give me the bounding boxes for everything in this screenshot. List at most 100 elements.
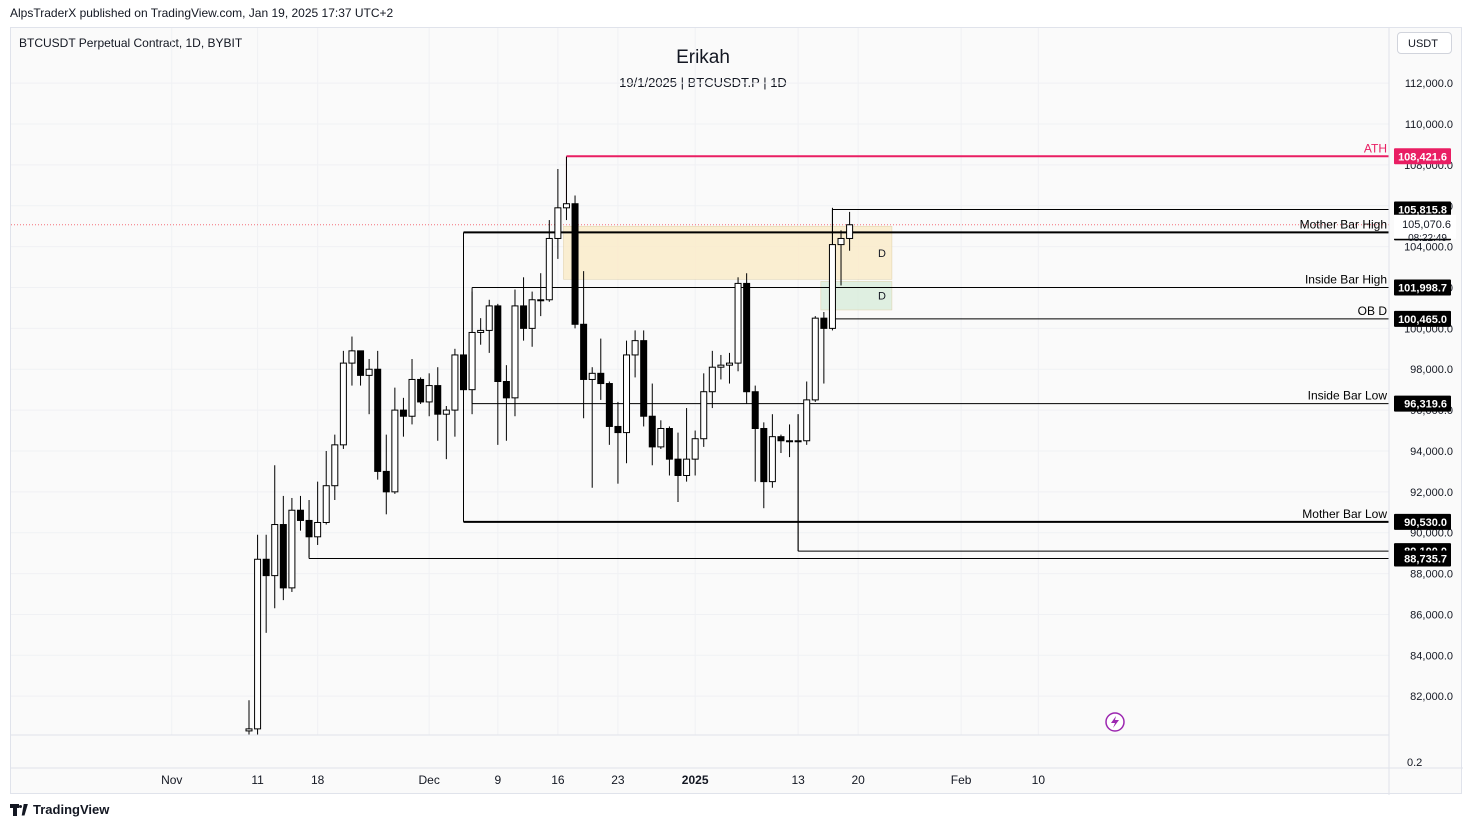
candle-body-up <box>623 354 631 434</box>
candle <box>288 497 296 592</box>
candle <box>725 352 733 384</box>
mother-bar-high-label: Mother Bar High <box>1300 217 1387 231</box>
candle <box>322 450 330 525</box>
candle <box>597 338 605 400</box>
candle-body-down <box>614 425 622 434</box>
inside-bar-low-label: Inside Bar Low <box>1308 389 1388 403</box>
candle <box>417 377 425 404</box>
candle-body-down <box>520 305 528 329</box>
currency-button[interactable]: USDT <box>1397 32 1452 54</box>
inside-bar-high-price-tag-text: 101,998.7 <box>1398 283 1447 295</box>
candle <box>279 495 287 601</box>
axes-layer: 82,000.0 84,000.0 86,000.0 88,000.0 90,000.0… <box>11 28 1463 795</box>
candle <box>751 385 759 482</box>
inside-bar-high-price-tag-bg <box>1394 279 1451 296</box>
ATH-label: ATH <box>1364 141 1387 155</box>
low-88735-price-tag-bg <box>1394 550 1451 567</box>
candle-body-up <box>451 354 459 411</box>
footer-brand[interactable]: TradingView <box>10 802 109 817</box>
candle <box>768 414 776 488</box>
candle-body-up <box>588 372 596 380</box>
candle-body-down <box>305 519 313 538</box>
high-price-tag: 105,815.8 <box>1394 201 1451 218</box>
candle-body-up <box>468 331 476 391</box>
candle <box>365 359 373 415</box>
y-tick-label: 88,000.0 <box>1410 569 1453 581</box>
x-tick-label: 16 <box>551 773 565 787</box>
candle <box>803 381 811 445</box>
ATH-price-tag-text: 108,421.6 <box>1398 151 1447 163</box>
candle-body-down <box>751 391 759 429</box>
candle <box>245 700 253 735</box>
candlestick-chart[interactable]: BTCUSDT Perpetual Contract, 1D, BYBIT Er… <box>11 28 1463 795</box>
candle <box>640 330 648 427</box>
candle-body-up <box>683 458 691 476</box>
candle-body-up <box>562 203 570 209</box>
candle <box>528 291 536 347</box>
candle-body-down <box>760 427 768 483</box>
candle-body-down <box>262 558 270 577</box>
candle-body-up <box>331 444 339 487</box>
candle-body-down <box>382 470 390 493</box>
candle <box>357 350 365 386</box>
candle-body-up <box>365 368 373 376</box>
candle <box>468 291 476 415</box>
candle-body-up <box>725 362 733 366</box>
candle <box>331 434 339 501</box>
candle-body-up <box>408 378 416 417</box>
candle <box>837 230 845 286</box>
current-price-countdown: 08:22:49 <box>1408 233 1447 244</box>
candle-body-down <box>296 509 304 521</box>
x-tick-label: 9 <box>494 773 501 787</box>
y-tick-label: 98,000.0 <box>1410 364 1453 376</box>
candle-body-down <box>605 383 613 427</box>
candle <box>846 211 854 251</box>
chart-subtitle: 19/1/2025 | BTCUSDT.P | 1D <box>619 75 787 90</box>
candle <box>562 156 570 221</box>
ATH-price-tag: 108,421.6 <box>1394 148 1451 165</box>
candle <box>683 408 691 482</box>
zones-layer: DD <box>11 28 1389 735</box>
candle <box>399 397 407 437</box>
ob-d-price-tag-text: 100,465.0 <box>1398 314 1447 326</box>
candle <box>580 271 588 419</box>
candle-body-up <box>657 427 665 448</box>
candle <box>623 340 631 464</box>
candle <box>477 318 485 345</box>
candle-body-up <box>254 558 262 730</box>
candle <box>760 422 768 509</box>
candle <box>314 481 322 545</box>
candle <box>708 350 716 409</box>
current-price-tag-bg <box>1394 214 1456 239</box>
candle-body-up <box>391 409 399 493</box>
candle <box>374 350 382 480</box>
inside-bar-low-price-tag-text: 96,319.6 <box>1404 399 1447 411</box>
chart-frame[interactable]: BTCUSDT Perpetual Contract, 1D, BYBIT Er… <box>10 27 1463 795</box>
x-tick-label: 20 <box>852 773 866 787</box>
lightning-icon <box>1105 712 1125 732</box>
inside-bar-low-price-tag-bg <box>1394 395 1451 412</box>
supply-zone-d-label: D <box>878 248 886 260</box>
candle <box>339 350 347 449</box>
candle <box>811 316 819 402</box>
candle <box>743 273 751 404</box>
levels-layer: ATH Mother Bar High Inside Bar High OB D Ins… <box>11 141 1389 560</box>
low-88735-price-tag-text: 88,735.7 <box>1404 554 1447 566</box>
candle-body-up <box>425 385 433 403</box>
candle-body-down <box>374 368 382 472</box>
candle-body-up <box>554 207 562 239</box>
candle-body-up <box>811 317 819 401</box>
lightning-icon-bolt <box>1111 716 1119 728</box>
candle-body-up <box>691 438 699 460</box>
candle-body-up <box>322 485 330 523</box>
candle <box>614 401 622 484</box>
candle-body-up <box>734 282 742 364</box>
inside-bar-high-price-tag: 101,998.7 <box>1394 279 1451 296</box>
candle-body-down <box>279 524 287 589</box>
candle <box>451 348 459 437</box>
candle-body-up <box>846 224 854 239</box>
candle-body-down <box>665 427 673 460</box>
chart-title: Erikah <box>676 47 730 68</box>
x-tick-label: Feb <box>951 773 972 787</box>
ob-d-price-tag: 100,465.0 <box>1394 310 1451 327</box>
